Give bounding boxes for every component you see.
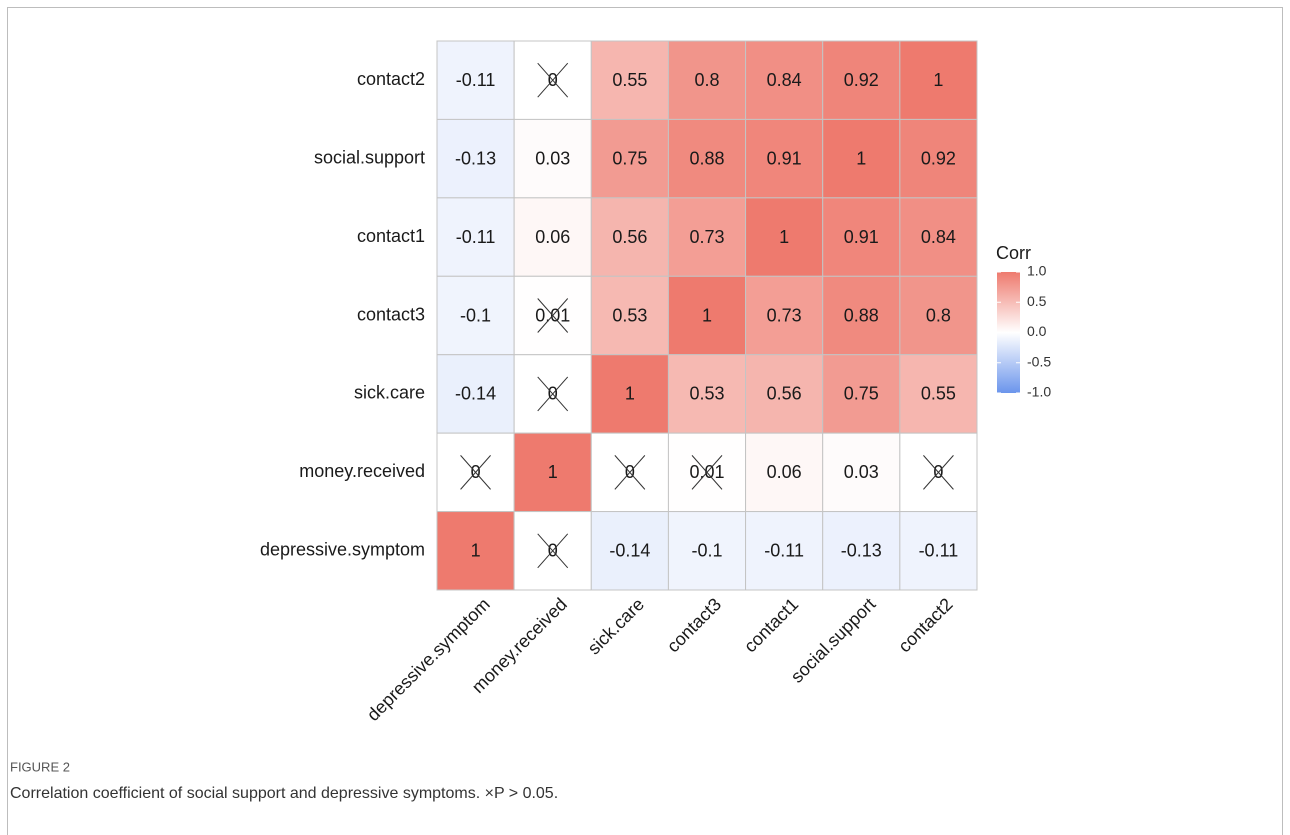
caption: Correlation coefficient of social suppor…: [10, 785, 558, 802]
cross-mark: [614, 455, 646, 490]
cell: [822, 118, 901, 199]
cell-value: -0.1: [460, 305, 491, 325]
cell: [590, 511, 669, 591]
cell: [436, 511, 515, 591]
cross-mark: [460, 455, 491, 490]
cross-mark: [923, 455, 954, 490]
cell-value: 1: [548, 462, 558, 482]
cell-value: 1: [856, 148, 866, 168]
cell-value: 0.8: [926, 305, 951, 325]
cell-value: -0.13: [841, 541, 882, 561]
cell-value: 0.55: [921, 384, 956, 404]
cell-value: 1: [702, 305, 712, 325]
cell-value: 0.53: [689, 384, 724, 404]
cell: [745, 511, 824, 591]
col-label: sick.care: [584, 594, 648, 658]
colorbar-label: 0.0: [1027, 323, 1047, 339]
colorbar-label: -1.0: [1027, 384, 1051, 400]
cell: [822, 40, 901, 120]
cross-mark: [537, 298, 569, 333]
row-label: depressive.symptom: [260, 540, 425, 560]
cell: [745, 40, 824, 120]
cross-mark: [537, 62, 569, 98]
cell-value: 0.88: [844, 305, 879, 325]
col-label: contact2: [894, 594, 956, 656]
cell: [513, 118, 592, 199]
cell-value: -0.11: [919, 541, 959, 561]
colorbar-label: -0.5: [1027, 353, 1051, 369]
cell: [436, 275, 515, 356]
cell-value: 0.88: [689, 148, 724, 168]
cell-value: -0.11: [764, 541, 804, 561]
cell: [667, 511, 747, 591]
cell-value: 0.8: [694, 70, 719, 90]
cell: [822, 354, 901, 434]
cell: [745, 118, 824, 199]
cell: [745, 432, 824, 513]
cell-value: 0.92: [844, 70, 879, 90]
cell: [745, 197, 824, 277]
row-label: contact3: [357, 304, 425, 324]
cell-value: 0.75: [844, 384, 879, 404]
cell-value: 0.91: [844, 227, 879, 247]
cell-value: 1: [471, 541, 481, 561]
colorbar-label: 0.5: [1027, 293, 1047, 309]
cell-value: 0.91: [767, 148, 802, 168]
row-label: sick.care: [354, 383, 425, 403]
cell-value: 0.73: [689, 227, 724, 247]
cell-value: 1: [625, 384, 635, 404]
cell: [745, 354, 824, 434]
cell: [590, 275, 669, 356]
cell: [667, 40, 747, 120]
cell-value: 0.84: [767, 70, 802, 90]
col-label: contact3: [663, 594, 725, 656]
legend-title: Corr: [996, 243, 1031, 263]
colorbar-label: 1.0: [1027, 263, 1047, 279]
cross-mark: [537, 376, 569, 412]
cell: [899, 118, 978, 199]
cell: [822, 511, 901, 591]
cell-value: -0.11: [456, 227, 496, 247]
cell-value: 1: [933, 70, 943, 90]
row-label: money.received: [299, 461, 425, 481]
row-label: contact2: [357, 69, 425, 89]
figure-label: FIGURE 2: [10, 759, 70, 774]
cell-value: 1: [779, 227, 789, 247]
cell: [822, 197, 901, 277]
cell: [899, 197, 978, 277]
cell: [590, 40, 669, 120]
cell-value: 0.53: [612, 305, 647, 325]
cell-value: -0.11: [456, 70, 496, 90]
cell: [513, 432, 592, 513]
col-label: depressive.symptom: [363, 594, 494, 725]
cell-value: 0.03: [535, 148, 570, 168]
cell-value: -0.14: [455, 384, 496, 404]
cross-mark: [537, 533, 569, 569]
cell: [899, 275, 978, 356]
row-label: social.support: [314, 147, 425, 167]
cell: [667, 197, 747, 277]
colorbar: [997, 272, 1020, 393]
cell: [667, 118, 747, 199]
col-label: contact1: [740, 594, 802, 656]
row-label: contact1: [357, 226, 425, 246]
cell-value: 0.55: [612, 70, 647, 90]
cell-value: 0.06: [535, 227, 570, 247]
cell-value: 0.73: [767, 305, 802, 325]
cell-value: 0.84: [921, 227, 956, 247]
figure-frame: [7, 7, 1283, 835]
cell-value: 0.03: [844, 462, 879, 482]
cell-value: 0.92: [921, 148, 956, 168]
cell-value: -0.1: [691, 541, 722, 561]
cell-value: -0.13: [455, 148, 496, 168]
cell-value: -0.14: [609, 541, 650, 561]
cell-value: 0.75: [612, 148, 647, 168]
cell-value: 0.56: [767, 384, 802, 404]
cell-value: 0.06: [767, 462, 802, 482]
cell: [899, 511, 978, 591]
cross-mark: [691, 455, 723, 490]
cell-value: 0.56: [612, 227, 647, 247]
